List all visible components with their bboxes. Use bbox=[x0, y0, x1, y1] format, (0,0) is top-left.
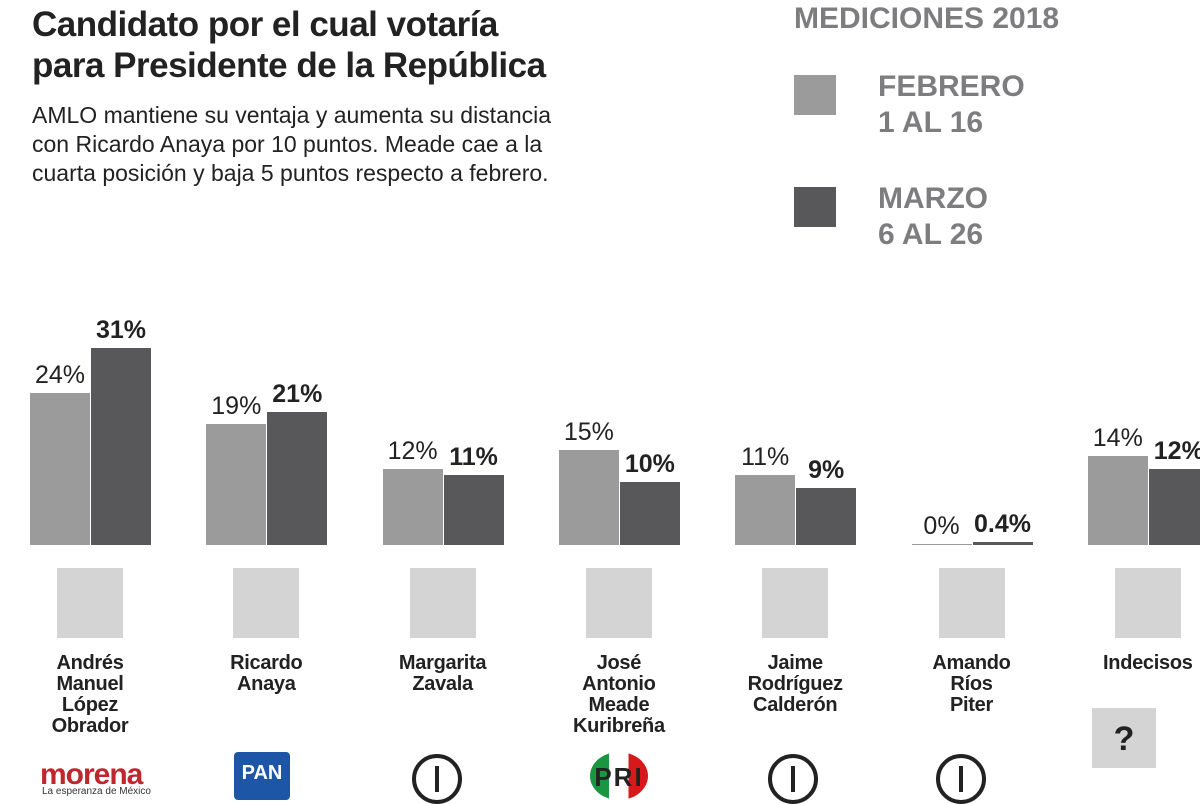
candidate-photo bbox=[57, 568, 123, 638]
bar bbox=[735, 475, 796, 545]
undecided-logo: ? bbox=[1092, 708, 1156, 768]
candidate-photo bbox=[409, 568, 476, 638]
candidate-photo bbox=[938, 568, 1005, 638]
value-label: 11% bbox=[449, 443, 498, 472]
value-label: 0% bbox=[923, 511, 960, 540]
title: Candidato por el cual votaría para Presi… bbox=[32, 5, 546, 85]
pan-logo bbox=[234, 752, 290, 800]
independent-logo bbox=[412, 754, 462, 804]
candidate-name: Amando Ríos Piter bbox=[932, 652, 1011, 716]
independent-logo bbox=[768, 754, 818, 804]
candidate-photo bbox=[585, 568, 652, 638]
bar bbox=[267, 411, 328, 545]
legend-swatch bbox=[794, 75, 836, 115]
candidate-photo bbox=[233, 568, 300, 638]
value-label: 24% bbox=[34, 360, 86, 389]
legend-label: FEBRERO 1 AL 16 bbox=[878, 70, 1025, 139]
candidate-name: Jaime Rodríguez Calderón bbox=[747, 652, 843, 716]
pri-logo bbox=[590, 752, 648, 800]
candidate-name: Margarita Zavala bbox=[398, 652, 487, 695]
legend-label: MARZO 6 AL 26 bbox=[878, 182, 988, 251]
value-label: 31% bbox=[95, 316, 147, 345]
value-label: 12% bbox=[387, 436, 438, 465]
value-label: 10% bbox=[624, 449, 675, 478]
value-label: 9% bbox=[808, 455, 845, 484]
bar bbox=[911, 543, 972, 545]
bar bbox=[443, 475, 504, 545]
value-label: 15% bbox=[563, 417, 614, 446]
pri-text: PRI bbox=[594, 762, 644, 792]
morena-tagline: La esperanza de México bbox=[42, 786, 151, 797]
independent-logo bbox=[936, 754, 986, 804]
subtitle: AMLO mantiene su ventaja y aumenta su di… bbox=[32, 102, 552, 186]
value-label: 12% bbox=[1153, 436, 1200, 465]
bar bbox=[619, 481, 680, 545]
bar bbox=[796, 487, 857, 545]
bar bbox=[91, 348, 151, 545]
morena-logo: morena bbox=[40, 758, 143, 791]
bar bbox=[30, 392, 90, 545]
candidate-name: José Antonio Meade Kuribreña bbox=[573, 652, 665, 737]
candidate-name: Andrés Manuel López Obrador bbox=[51, 652, 129, 737]
candidate-name: Ricardo Anaya bbox=[230, 652, 303, 695]
candidate-photo bbox=[1114, 568, 1181, 638]
pan-text: PAN bbox=[241, 762, 283, 784]
candidate-photo bbox=[762, 568, 829, 638]
value-label: 21% bbox=[272, 379, 323, 408]
bar bbox=[558, 449, 619, 545]
value-label: 19% bbox=[211, 392, 262, 421]
value-label: 0.4% bbox=[974, 510, 1031, 539]
bar bbox=[206, 424, 267, 545]
bar bbox=[1148, 468, 1200, 545]
legend-swatch bbox=[794, 187, 836, 227]
value-label: 14% bbox=[1092, 424, 1143, 453]
candidate-name: Indecisos bbox=[1103, 652, 1193, 674]
bar bbox=[972, 542, 1033, 545]
bar bbox=[382, 468, 443, 545]
bar bbox=[1087, 456, 1148, 545]
value-label: 11% bbox=[741, 443, 790, 472]
legend-title: MEDICIONES 2018 bbox=[794, 2, 1060, 35]
